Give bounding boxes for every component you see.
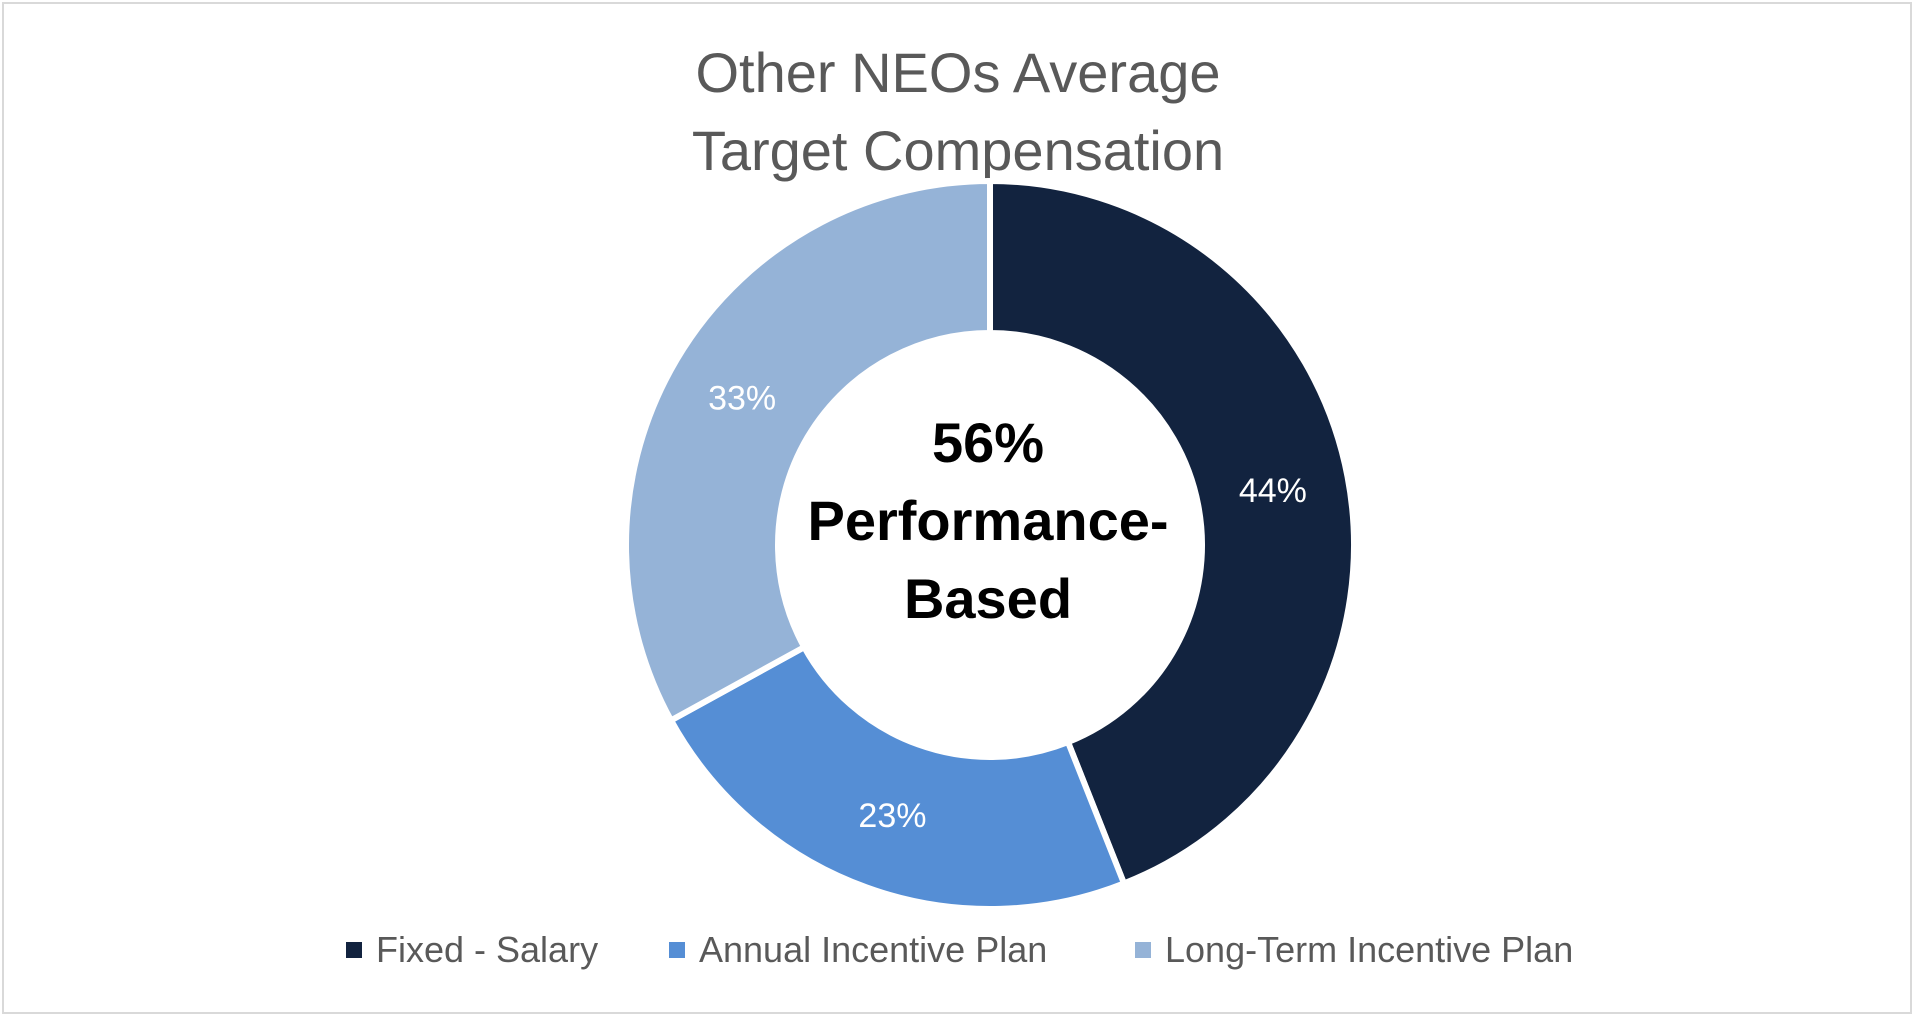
chart-title-line-2: Target Compensation [691, 119, 1225, 182]
center-label-line-2: Performance- [807, 489, 1169, 552]
data-label: 44% [1239, 472, 1307, 510]
chart-title-line-1: Other NEOs Average [695, 41, 1221, 104]
center-label-line-3: Based [903, 567, 1073, 630]
legend-swatch [1135, 942, 1151, 958]
legend-item-annual-incentive-plan: Annual Incentive Plan [669, 922, 1047, 978]
legend-item-long-term-incentive-plan: Long-Term Incentive Plan [1135, 922, 1573, 978]
legend-swatch [669, 942, 685, 958]
donut-slice-annual-incentive-plan [666, 643, 1128, 912]
donut-slices [623, 177, 1357, 912]
donut-data-labels: 44% 23% 33% [708, 379, 1307, 835]
chart-legend: Fixed - Salary Annual Incentive Plan Lon… [0, 922, 1916, 978]
donut-slice-fixed-salary [987, 177, 1357, 888]
data-label: 33% [708, 379, 776, 417]
donut-slice-long-term-incentive-plan [623, 177, 993, 725]
data-label: 23% [858, 797, 926, 835]
center-label-percent: 56% [931, 411, 1045, 474]
legend-label: Annual Incentive Plan [699, 929, 1048, 970]
legend-swatch [346, 942, 362, 958]
center-label: 56% Performance- Based [788, 404, 1188, 638]
chart-title: Other NEOs Average Target Compensation [0, 34, 1916, 190]
legend-item-fixed-salary: Fixed - Salary [346, 922, 598, 978]
legend-label: Fixed - Salary [376, 929, 599, 970]
legend-label: Long-Term Incentive Plan [1165, 929, 1574, 970]
